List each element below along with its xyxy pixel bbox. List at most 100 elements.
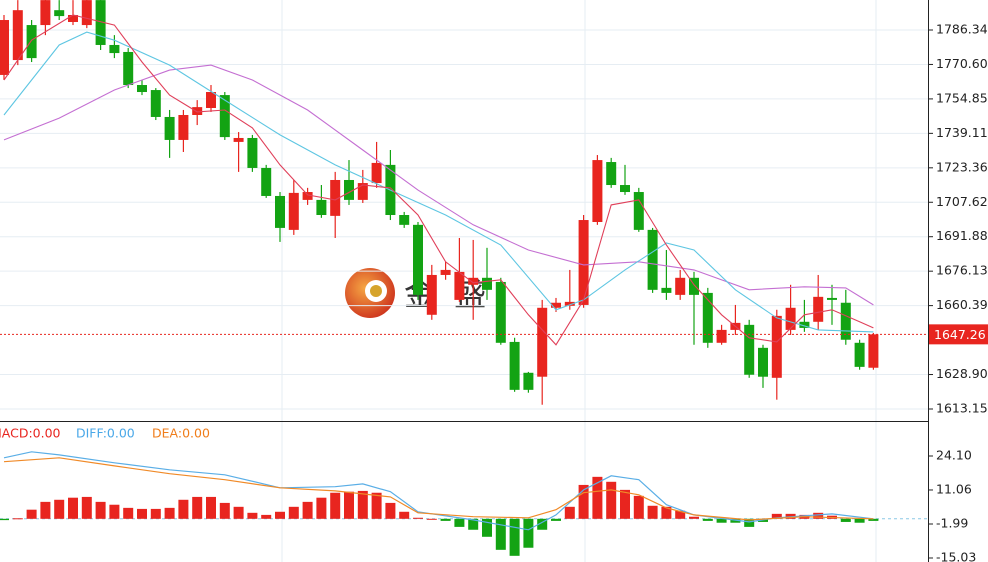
macd-bar xyxy=(689,516,699,519)
y-tick-label: 1691.88 xyxy=(936,228,988,243)
y-tick-label: 1786.34 xyxy=(936,22,988,37)
candle-body xyxy=(537,307,548,377)
candle-body xyxy=(771,315,782,378)
macd-bar xyxy=(68,497,78,519)
legend-entry: DIFF:0.00 xyxy=(76,426,135,441)
macd-bar xyxy=(868,518,879,521)
last-price-label: 1647.26 xyxy=(934,327,986,342)
line xyxy=(3,64,874,306)
candle-body xyxy=(702,292,713,343)
logo-dot xyxy=(370,285,382,297)
y-tick-label: 1707.62 xyxy=(936,194,988,209)
macd-bar xyxy=(40,501,51,519)
macd-bar xyxy=(454,518,465,527)
candle-body xyxy=(68,14,78,22)
candle-body xyxy=(633,192,644,230)
macd-bar xyxy=(344,491,354,519)
macd-bar xyxy=(675,510,686,519)
candle-body xyxy=(799,321,810,328)
candle-body xyxy=(716,329,727,343)
macd-bar xyxy=(813,512,824,519)
macd-bar xyxy=(371,492,382,519)
candle-body xyxy=(233,137,244,142)
macd-bar xyxy=(482,518,492,537)
macd-bar xyxy=(413,517,423,519)
y-tick-label: 1739.11 xyxy=(936,125,988,140)
line xyxy=(3,451,874,531)
macd-bar xyxy=(357,490,368,519)
candle-body xyxy=(247,137,258,168)
candle-body xyxy=(95,0,106,45)
y-tick-label: 1723.36 xyxy=(936,159,988,174)
candle-body xyxy=(192,107,203,115)
candle-body xyxy=(123,51,134,86)
macd-bar xyxy=(702,518,713,521)
macd-bar xyxy=(150,508,161,519)
y-tick-label: 1676.13 xyxy=(936,263,988,278)
candle-body xyxy=(357,183,368,200)
macd-bar xyxy=(247,512,258,519)
candle-body xyxy=(316,199,327,216)
candle-body xyxy=(647,229,658,290)
y-tick-label: 1754.85 xyxy=(936,90,988,105)
macd-bar xyxy=(109,504,120,519)
macd-bar xyxy=(0,518,9,521)
candle-body xyxy=(592,160,603,223)
candle-body xyxy=(482,277,492,290)
candle-body xyxy=(344,179,354,200)
macd-bar xyxy=(633,495,644,519)
y-tick-label: -1.99 xyxy=(936,515,968,530)
macd-bar xyxy=(564,506,575,519)
candle-body xyxy=(551,302,561,308)
candle-body xyxy=(40,0,51,26)
y-tick-label: 1802.08 xyxy=(936,0,988,2)
macd-bar xyxy=(123,507,134,519)
candle-body xyxy=(813,296,824,322)
macd-bar xyxy=(137,508,147,519)
macd-bar xyxy=(178,499,189,519)
candle-body xyxy=(0,20,9,75)
candle-body xyxy=(54,10,65,17)
macd-bar xyxy=(26,509,37,519)
candle-body xyxy=(219,95,230,138)
macd-bar xyxy=(426,518,437,520)
candle-body xyxy=(178,114,189,140)
candle-body xyxy=(620,185,630,193)
candle-body xyxy=(827,297,837,300)
macd-bar xyxy=(316,497,327,519)
macd-bar xyxy=(330,492,341,519)
candle-body xyxy=(399,215,410,225)
macd-bar xyxy=(578,484,589,519)
macd-bar xyxy=(440,518,451,521)
macd-bar xyxy=(495,518,506,550)
candle-body xyxy=(840,302,851,340)
candle-body xyxy=(523,372,534,390)
candle-body xyxy=(109,44,120,54)
legend-entry: MACD:0.00 xyxy=(0,426,61,441)
macd-bar xyxy=(840,518,851,522)
candle-body xyxy=(509,341,520,390)
last-price-box xyxy=(929,324,988,345)
legend-entry: DEA:0.00 xyxy=(152,426,210,441)
macd-bar xyxy=(302,501,313,519)
candle-body xyxy=(675,277,686,295)
candle-body xyxy=(150,90,161,117)
candle-body xyxy=(758,347,768,377)
macd-bar xyxy=(716,518,727,523)
candle-body xyxy=(302,192,313,200)
candle-body xyxy=(12,10,23,61)
macd-bar xyxy=(661,506,672,519)
candle-body xyxy=(371,162,382,184)
macd-bar xyxy=(620,489,630,519)
macd-bar xyxy=(509,518,520,556)
macd-bar xyxy=(537,518,548,530)
macd-bar xyxy=(288,506,299,519)
macd-bar xyxy=(95,501,106,519)
macd-bar xyxy=(730,518,741,523)
y-tick-label: 24.10 xyxy=(936,447,972,462)
macd-bar xyxy=(54,499,65,519)
macd-bar xyxy=(468,518,479,530)
candle-body xyxy=(275,195,285,228)
